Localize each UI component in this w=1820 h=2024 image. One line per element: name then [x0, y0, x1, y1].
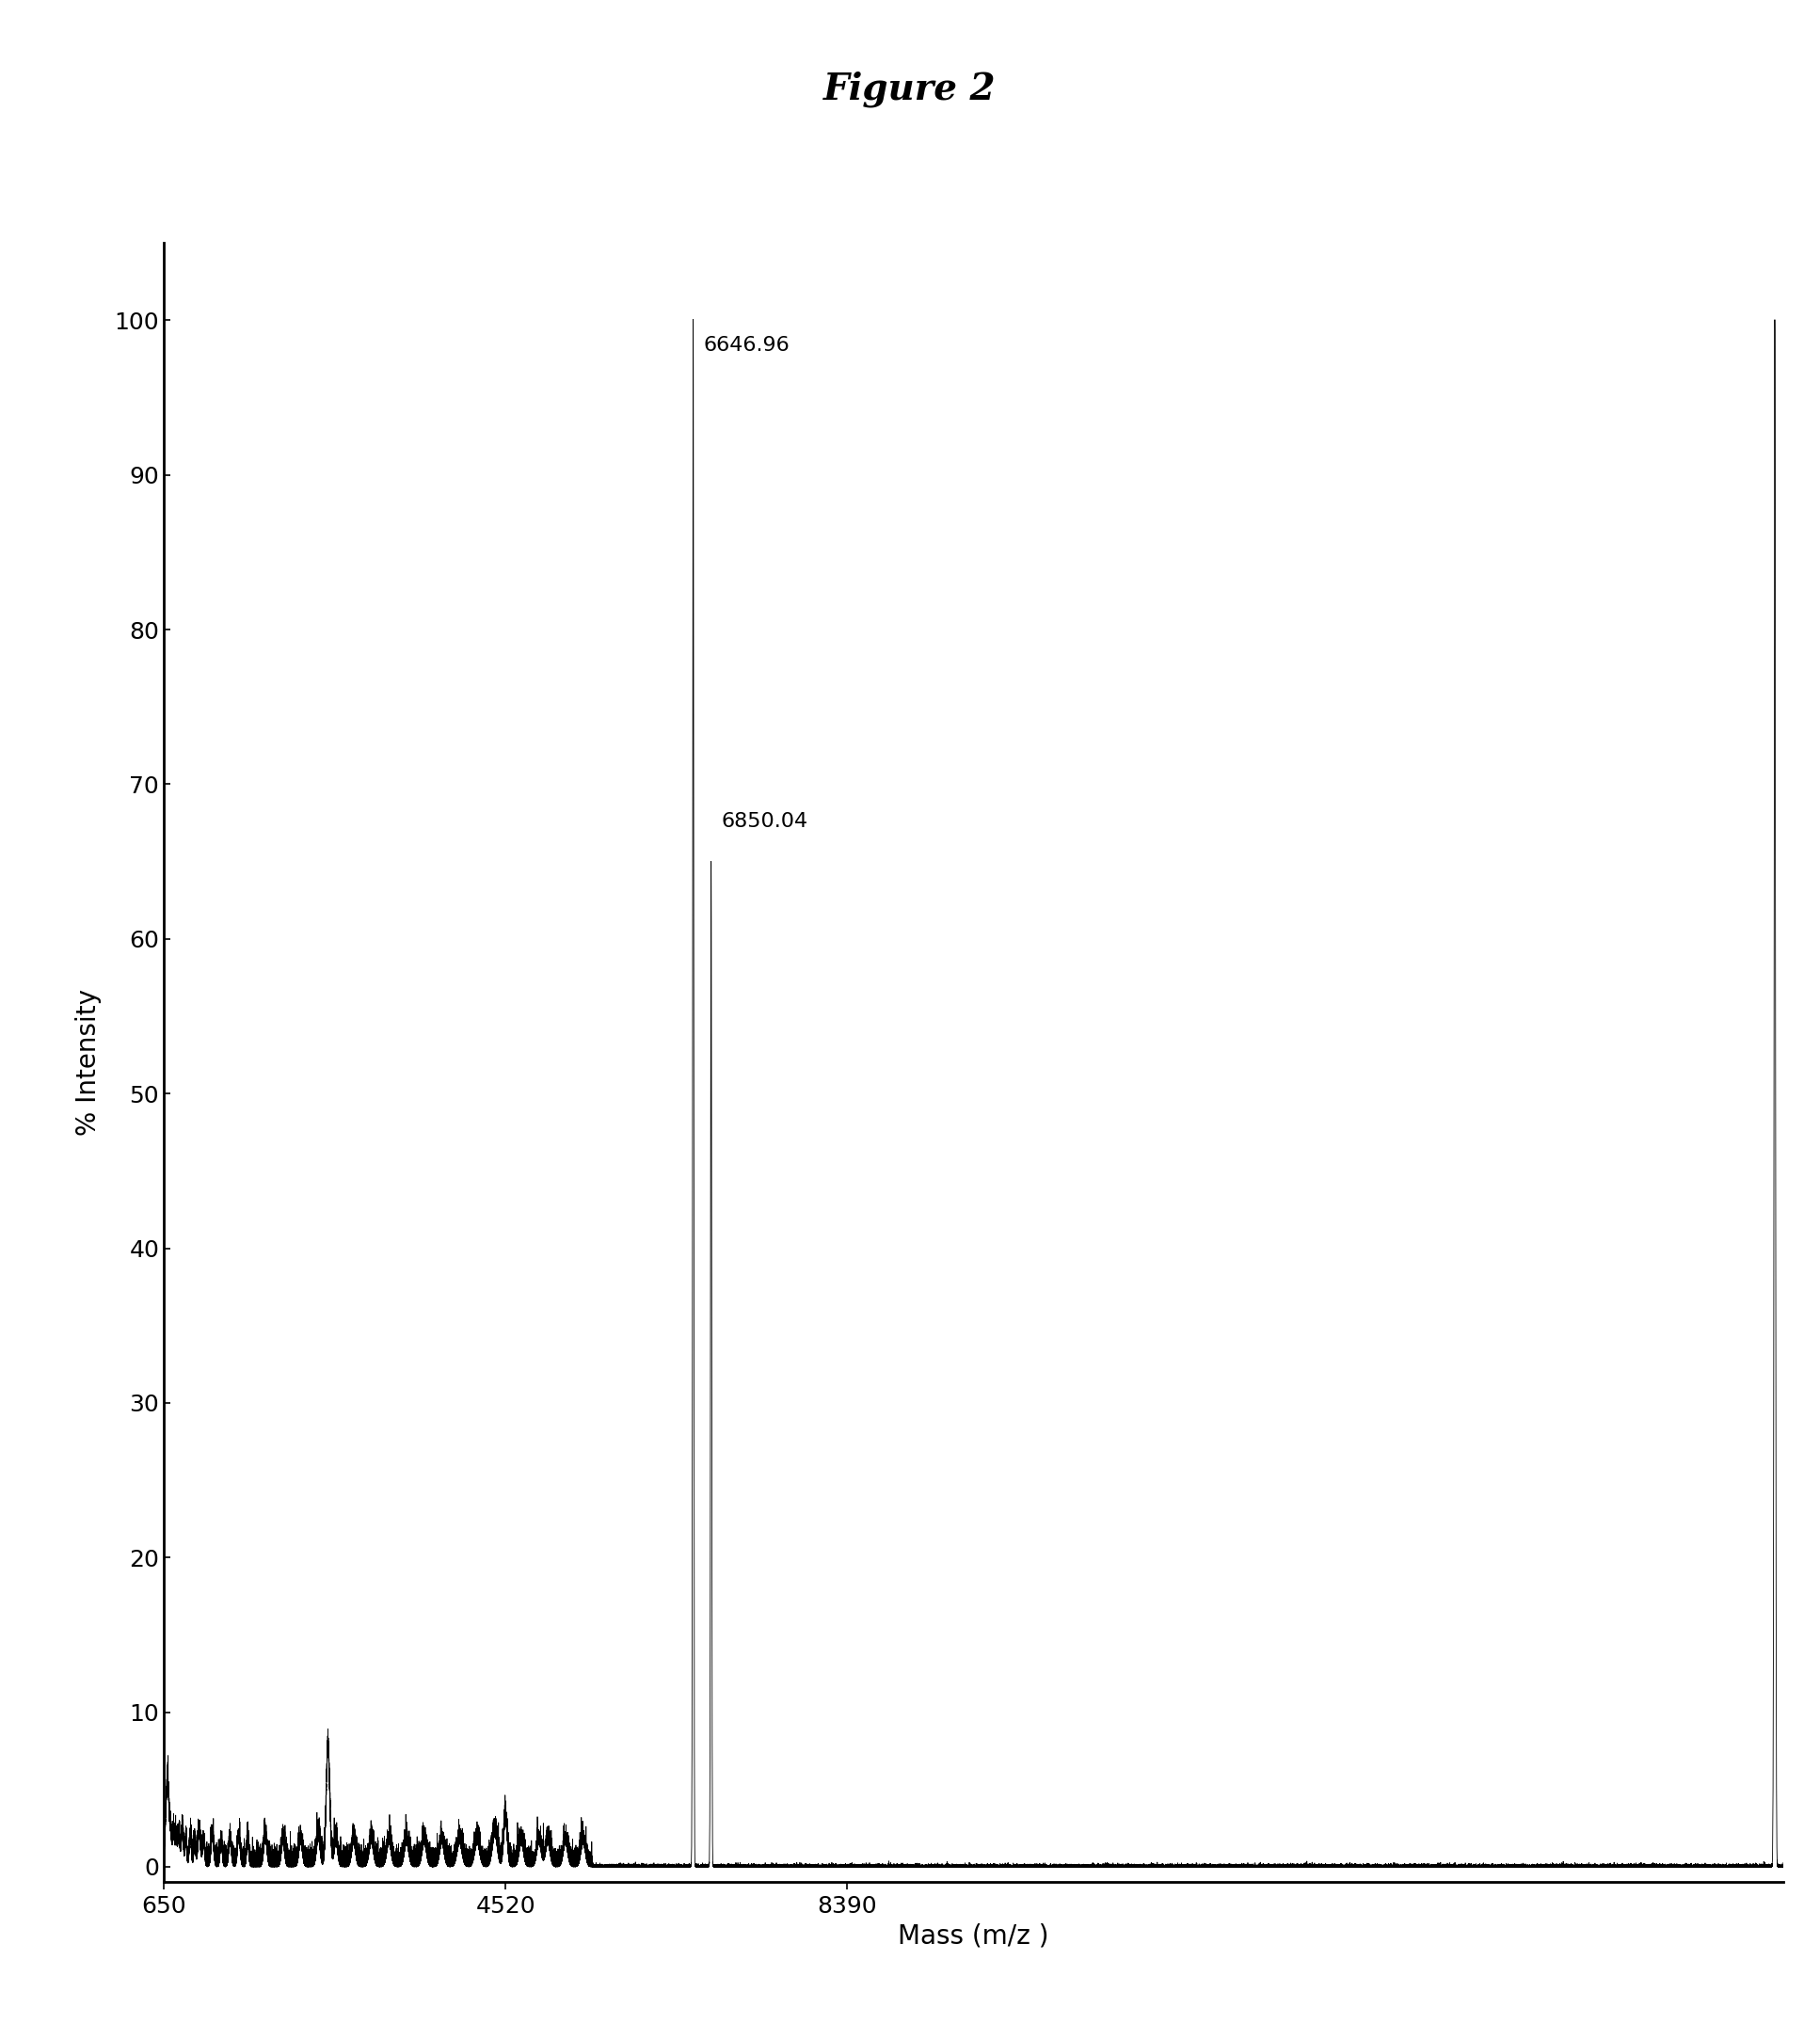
- Y-axis label: % Intensity: % Intensity: [75, 990, 102, 1135]
- X-axis label: Mass (m/z ): Mass (m/z ): [899, 1923, 1048, 1949]
- Text: 6850.04: 6850.04: [723, 812, 808, 830]
- Text: 6646.96: 6646.96: [704, 336, 790, 354]
- Text: Figure 2: Figure 2: [824, 71, 996, 107]
